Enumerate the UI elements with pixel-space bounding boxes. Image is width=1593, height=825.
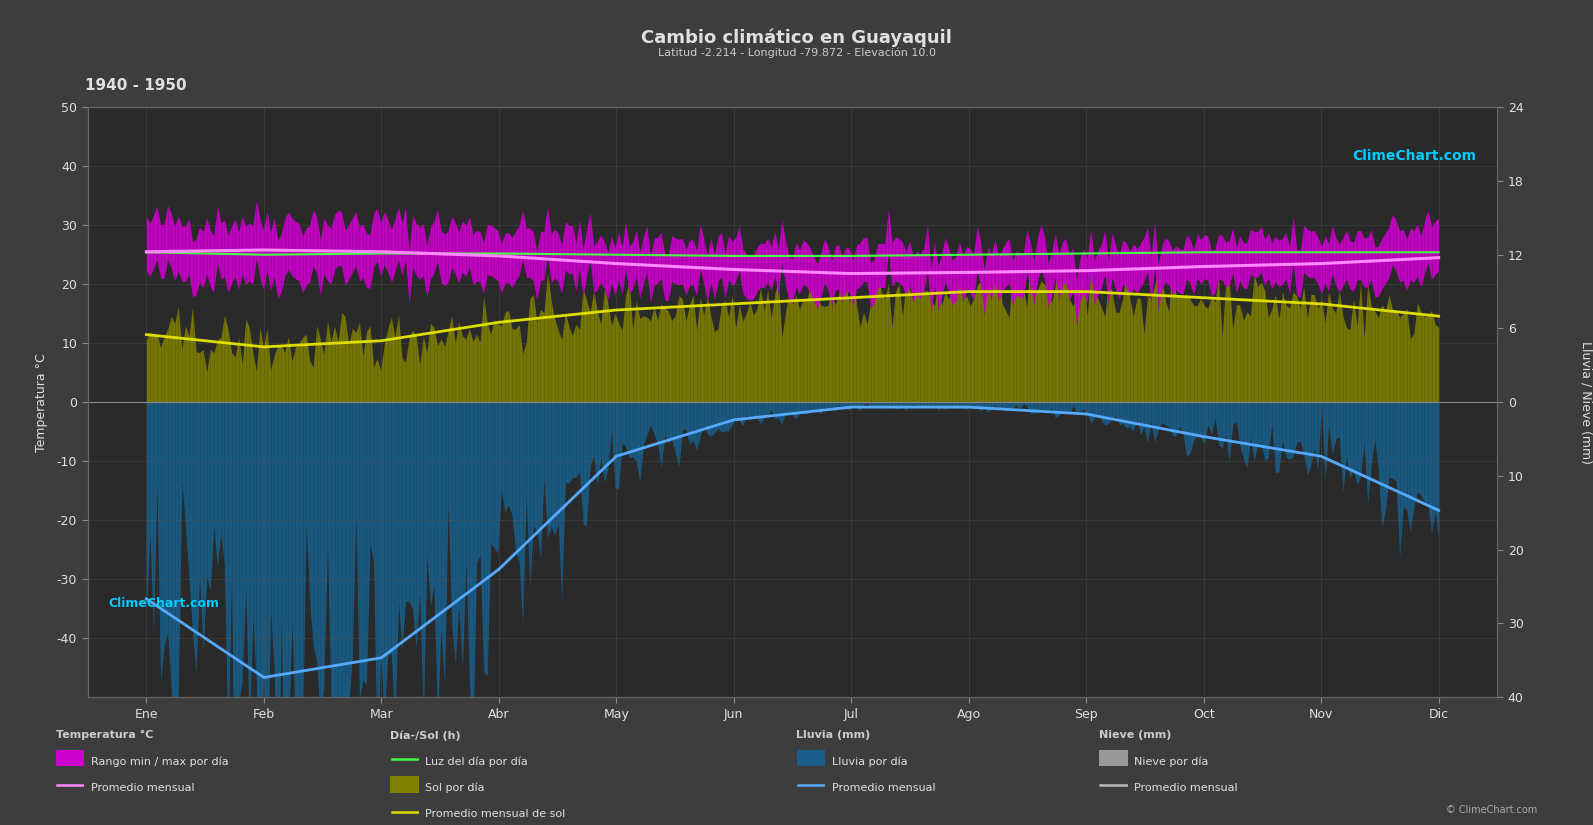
Text: Sol por día: Sol por día — [425, 783, 484, 794]
Text: 1940 - 1950: 1940 - 1950 — [84, 78, 186, 92]
Text: Nieve por día: Nieve por día — [1134, 757, 1209, 767]
Text: Luz del día por día: Luz del día por día — [425, 757, 529, 767]
Text: Latitud -2.214 - Longitud -79.872 - Elevación 10.0: Latitud -2.214 - Longitud -79.872 - Elev… — [658, 47, 935, 58]
Text: Temperatura °C: Temperatura °C — [56, 730, 153, 740]
Text: Lluvia (mm): Lluvia (mm) — [796, 730, 871, 740]
Text: Lluvia por día: Lluvia por día — [832, 757, 906, 767]
Text: Cambio climático en Guayaquil: Cambio climático en Guayaquil — [640, 29, 953, 47]
Text: Promedio mensual: Promedio mensual — [1134, 783, 1238, 793]
Text: Nieve (mm): Nieve (mm) — [1099, 730, 1171, 740]
Text: ClimeChart.com: ClimeChart.com — [1352, 148, 1477, 163]
Text: Promedio mensual de sol: Promedio mensual de sol — [425, 809, 566, 819]
Text: Promedio mensual: Promedio mensual — [91, 783, 194, 793]
Y-axis label: Temperatura °C: Temperatura °C — [35, 353, 48, 451]
Text: © ClimeChart.com: © ClimeChart.com — [1446, 804, 1537, 814]
Y-axis label: Día-/Sol (h)


Lluvia / Nieve (mm): Día-/Sol (h) Lluvia / Nieve (mm) — [1579, 341, 1593, 464]
Text: Promedio mensual: Promedio mensual — [832, 783, 935, 793]
Text: Día-/Sol (h): Día-/Sol (h) — [390, 730, 460, 741]
Text: Rango min / max por día: Rango min / max por día — [91, 757, 228, 767]
Text: ClimeChart.com: ClimeChart.com — [108, 596, 220, 610]
